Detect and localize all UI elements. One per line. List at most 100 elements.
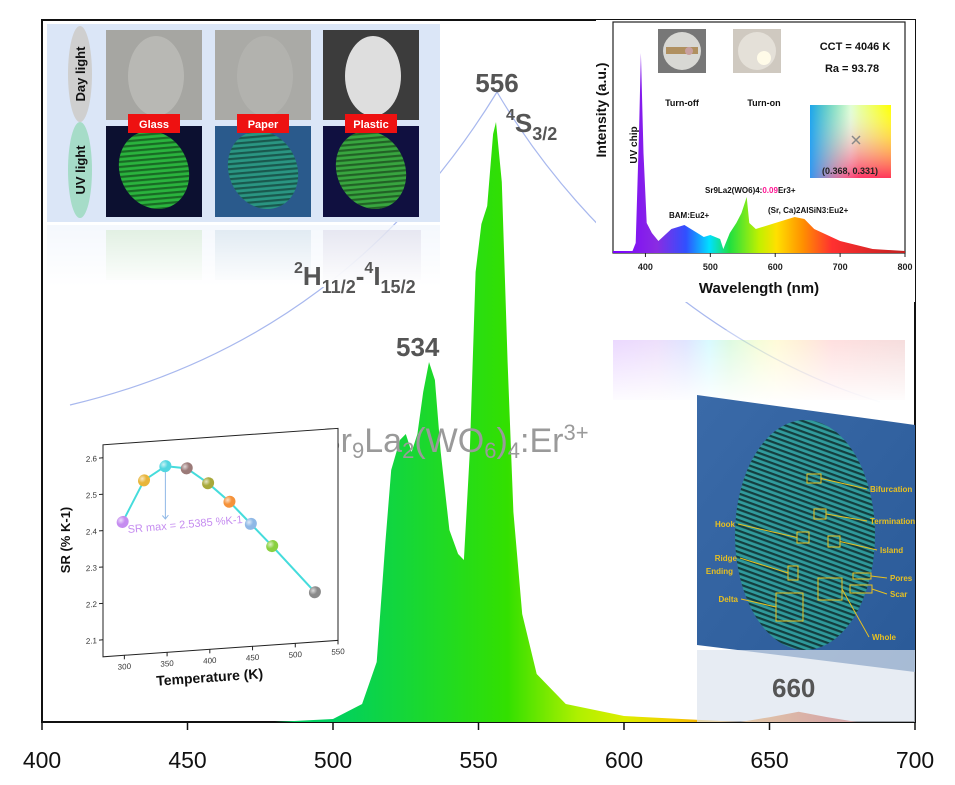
t: La [364, 422, 402, 460]
x-tick-label: 600 [768, 262, 783, 272]
minutia-pointer [737, 523, 798, 538]
led-contacts [666, 47, 698, 54]
x-tick-label: 700 [833, 262, 848, 272]
x-tick-label: 450 [168, 747, 206, 773]
cct-label: CCT = 4046 K [820, 41, 891, 53]
minutia-label: Delta [718, 595, 738, 604]
t: :Er [520, 422, 563, 460]
turn-on-label: Turn-on [747, 98, 780, 108]
x-tick-label: 500 [314, 747, 352, 773]
x-tick-label: 300 [118, 662, 132, 672]
sup: 2 [294, 260, 303, 277]
point-highlight [244, 517, 257, 530]
minutia-pointer [871, 588, 888, 595]
peak-label-534: 534 [396, 332, 440, 362]
x-tick-label: 500 [703, 262, 718, 272]
inset-frame [102, 427, 339, 658]
sup: 4 [364, 260, 373, 277]
inset-x-axis-title: Temperature (K) [156, 665, 264, 688]
x-tick-label: 550 [459, 747, 497, 773]
transition-label-4s32: 4S3/2 [506, 107, 557, 144]
reflection-fade [613, 330, 905, 405]
sub: 15/2 [381, 277, 416, 297]
row-label-pill [68, 26, 92, 122]
fingerprint-ridge-lines [335, 131, 407, 209]
dash: - [356, 261, 365, 291]
fingerprint-ridge-lines [735, 420, 875, 650]
peak-label-556: 556 [475, 68, 518, 98]
compound-label: Sr9La2(WO6)4:Er3+ [318, 420, 589, 463]
x-tick-label: 350 [160, 659, 174, 669]
minutiae-reflection [697, 650, 915, 722]
point-highlight [308, 586, 321, 599]
cie-coordinates: (0.368, 0.331) [822, 166, 878, 176]
x-tick-label: 400 [638, 262, 653, 272]
x-tick-label: 400 [23, 747, 61, 773]
minutia-label: Ending [706, 567, 733, 576]
inset-y-axis-title: SR (% K-1) [58, 507, 73, 573]
minutia-pointer [870, 575, 888, 579]
y-tick-label: 2.6 [86, 454, 98, 464]
term: H [303, 261, 322, 291]
minutia-label: Ridge [715, 554, 738, 563]
row-label-pill [68, 122, 92, 218]
x-tick-label: 500 [289, 650, 303, 660]
substrate-label-paper: Paper [248, 119, 279, 131]
term: I [373, 261, 380, 291]
minutia-label: Scar [890, 590, 907, 599]
fingerprint-shape [128, 36, 184, 116]
row-label-uv-light: UV light [73, 145, 88, 195]
peak-label-660: 660 [772, 673, 815, 703]
sensitivity-inset: 2.1 2.2 2.3 2.4 2.5 2.6 300 350 400 450 500 550 Tem… [58, 427, 345, 689]
fingerprint-ridge-lines [118, 131, 190, 209]
nitride-label: (Sr, Ca)2AlSiN3:Eu2+ [768, 206, 849, 215]
minutia-pointer [825, 513, 868, 522]
substrate-tag [128, 114, 180, 133]
led-board [738, 32, 776, 70]
wled-inset: 400 500 600 700 800 Wavelength (nm) Intensit… [593, 20, 915, 405]
substrate-label-plastic: Plastic [353, 119, 388, 131]
point-highlight [116, 515, 129, 528]
bam-label: BAM:Eu2+ [669, 211, 710, 220]
cie-diagram: (0.368, 0.331) [810, 105, 891, 178]
concentration: 0.09 [762, 186, 778, 195]
minutia-pointer [841, 588, 870, 638]
substrate-label-glass: Glass [139, 119, 169, 131]
uv-chip-label: UV chip [629, 126, 640, 163]
phosphor-label: Sr9La2(WO6)4:0.09Er3+ [705, 186, 796, 195]
point-highlight [266, 540, 279, 553]
minutia-pointer [739, 557, 789, 574]
t: (WO [414, 422, 484, 460]
sub: 6 [484, 438, 496, 463]
sub: 9 [352, 438, 364, 463]
transition-label-2h112: 2H11/2-4I15/2 [294, 260, 416, 297]
row-label-day-light: Day light [73, 46, 88, 102]
t: Sr9La2(WO6)4: [705, 186, 762, 195]
minutia-label: Termination [870, 517, 915, 526]
substrate-tag [345, 114, 397, 133]
fingerprint-panel: Day light UV light Glass Paper Plastic [47, 24, 440, 287]
minutiae-image: Bifurcation Termination Hook Island Ridge End… [697, 395, 915, 722]
point-highlight [202, 477, 215, 490]
point-highlight [180, 462, 193, 475]
minutia-pointer [740, 598, 777, 608]
cie-marker-icon [851, 135, 861, 145]
x-tick-label: 700 [896, 747, 934, 773]
t: ) [496, 422, 507, 460]
minutia-label: Island [880, 546, 903, 555]
turn-off-label: Turn-off [665, 98, 700, 108]
wled-spectrum-area [613, 53, 905, 253]
led-glow [757, 51, 771, 65]
sub: 11/2 [322, 277, 356, 297]
cie-overlay [810, 105, 891, 178]
y-tick-label: 2.2 [86, 600, 98, 610]
y-tick-label: 2.5 [86, 491, 98, 501]
minutia-label: Pores [890, 574, 913, 583]
minutia-label: Whole [872, 633, 897, 642]
substrate-tag [237, 114, 289, 133]
y-tick-label: 2.4 [86, 527, 98, 537]
inset-y-axis-title: Intensity (a.u.) [593, 63, 609, 158]
sub: 3/2 [532, 124, 557, 144]
x-tick-label: 450 [246, 653, 260, 663]
